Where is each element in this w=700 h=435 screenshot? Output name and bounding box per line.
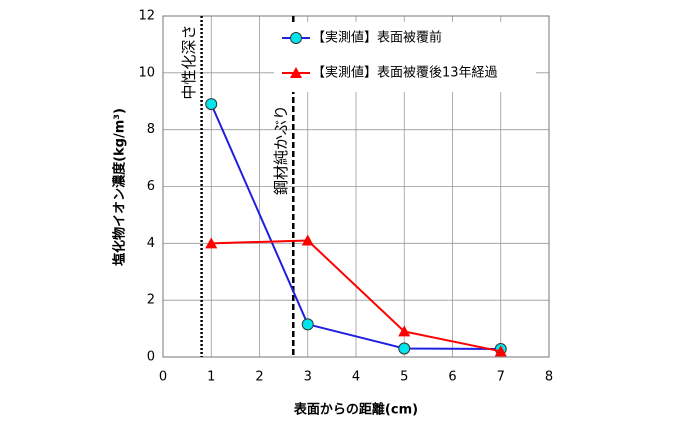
reference-label: 鋼材純かぶり: [272, 105, 290, 195]
reference-label: 中性化深さ: [180, 24, 198, 99]
data-point: [301, 234, 314, 246]
legend-label: 【実測値】表面被覆前: [312, 30, 442, 46]
y-tick-label: 6: [147, 179, 155, 194]
x-tick-label: 0: [159, 370, 167, 385]
x-tick-label: 6: [448, 370, 456, 385]
y-tick-label: 12: [138, 9, 155, 24]
data-point: [398, 325, 411, 337]
legend-marker: [290, 67, 302, 78]
x-tick-label: 8: [545, 370, 553, 385]
data-point: [301, 318, 314, 331]
data-point: [494, 345, 507, 357]
x-tick-label: 2: [255, 370, 263, 385]
y-axis-label: 塩化物イオン濃度(kg/m³): [112, 108, 128, 266]
y-tick-label: 0: [147, 350, 155, 365]
legend-label: 【実測値】表面被覆後13年経過: [312, 65, 498, 81]
y-tick-label: 10: [138, 65, 155, 80]
x-tick-label: 1: [207, 370, 215, 385]
legend-marker: [290, 32, 302, 44]
x-tick-label: 7: [497, 370, 505, 385]
x-tick-label: 3: [304, 370, 312, 385]
y-tick-label: 4: [147, 236, 155, 251]
series-line: [211, 239, 501, 353]
data-point: [205, 237, 218, 249]
x-axis-label: 表面からの距離(cm): [293, 402, 418, 418]
plot-frame: [162, 15, 550, 358]
x-tick-label: 4: [352, 370, 360, 385]
data-point: [398, 342, 411, 355]
y-tick-label: 2: [147, 293, 155, 308]
legend-box: [274, 22, 536, 92]
x-tick-label: 5: [400, 370, 408, 385]
series-line: [210, 103, 501, 351]
y-tick-label: 8: [147, 122, 155, 137]
data-point: [205, 98, 218, 111]
